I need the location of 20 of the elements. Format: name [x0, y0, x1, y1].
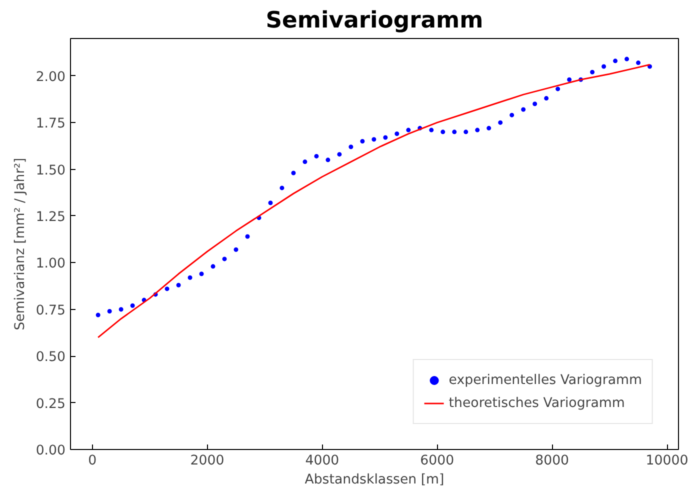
y-tick-label: 2.00 — [36, 70, 66, 85]
x-tick-label: 10000 — [646, 454, 688, 468]
y-tick-label: 0.25 — [36, 396, 66, 412]
y-tick-label: 0.00 — [36, 444, 66, 458]
x-tick-label: 6000 — [420, 454, 454, 468]
x-tick-label: 0 — [88, 454, 97, 468]
y-tick-label: 0.50 — [36, 350, 66, 366]
chart-title: Semivariogramm — [266, 8, 484, 34]
x-tick-label: 8000 — [535, 454, 570, 468]
legend-label: experimentelles Variogramm — [448, 372, 642, 388]
x-axis-title: Abstandsklassen [m] — [304, 472, 444, 488]
y-tick-label: 1.75 — [36, 116, 66, 132]
y-tick-label: 1.25 — [36, 210, 66, 225]
y-tick-label: 0.75 — [36, 303, 66, 318]
x-tick-label: 4000 — [305, 454, 340, 468]
x-tick-label: 2000 — [190, 454, 224, 468]
legend-label: theoretisches Variogramm — [448, 396, 625, 410]
y-axis-title: Semivarianz [mm² / Jahr²] — [12, 158, 28, 330]
y-tick-label: 1.00 — [36, 256, 66, 272]
y-tick-label: 1.50 — [36, 163, 66, 178]
